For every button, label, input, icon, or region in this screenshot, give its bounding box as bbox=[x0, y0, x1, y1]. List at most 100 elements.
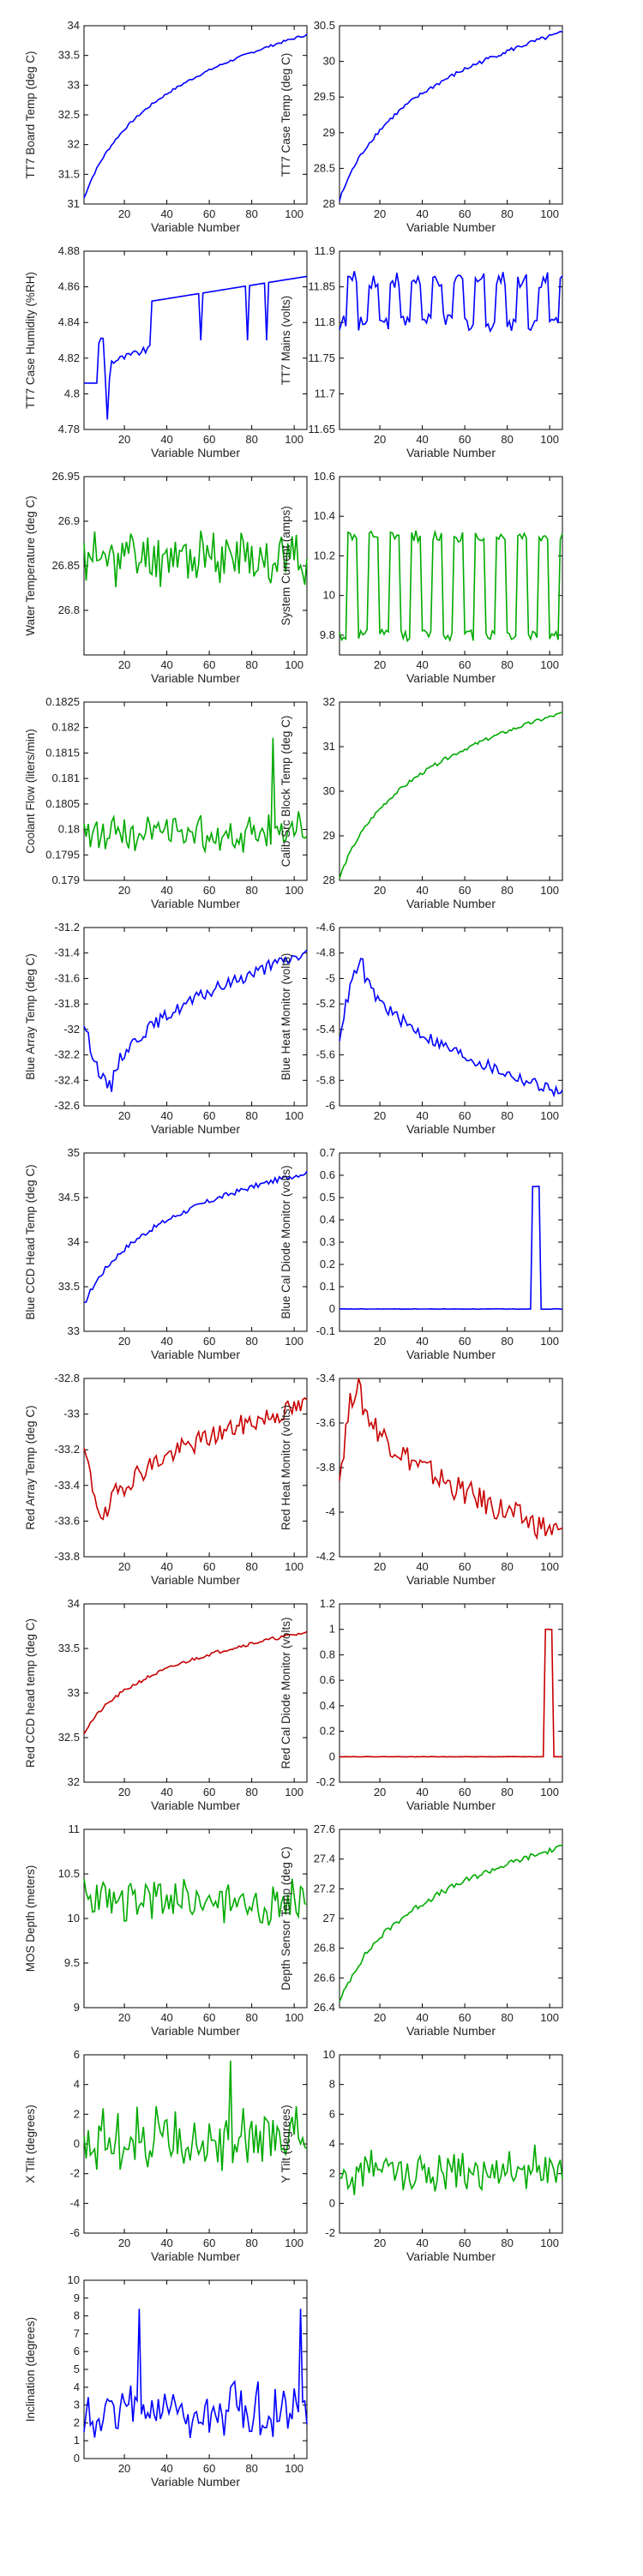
x-tick-label: 60 bbox=[459, 2237, 471, 2249]
series-line bbox=[339, 529, 563, 643]
y-tick-label: 2 bbox=[74, 2107, 80, 2120]
y-tick-label: 33 bbox=[68, 1686, 80, 1699]
x-tick-label: 20 bbox=[118, 2011, 130, 2024]
y-tick-label: 26.8 bbox=[314, 1942, 335, 1955]
y-axis-label: TT7 Case Temp (deg C) bbox=[279, 53, 292, 177]
chart-panel: -2 0 2 4 6 8 10 20 40 60 80 100 Variable Number Y Til… bbox=[279, 2048, 563, 2263]
x-axis-label: Variable Number bbox=[151, 220, 240, 234]
y-axis-label: TT7 Board Temp (deg C) bbox=[24, 51, 37, 178]
y-tick-label: 0 bbox=[74, 2137, 80, 2150]
x-tick-label: 60 bbox=[459, 1560, 471, 1573]
y-tick-label: 33.5 bbox=[58, 49, 80, 62]
x-tick-label: 100 bbox=[540, 207, 559, 220]
chart-panel: 26.4 26.6 26.8 27 27.2 27.4 27.6 20 40 60 80 100 Var… bbox=[279, 1822, 563, 2038]
x-tick-label: 60 bbox=[459, 884, 471, 897]
y-tick-label: 0.179 bbox=[51, 874, 80, 886]
x-tick-label: 80 bbox=[501, 1335, 513, 1348]
y-tick-label: 32 bbox=[323, 695, 335, 708]
y-tick-label: 11.75 bbox=[308, 351, 335, 364]
x-tick-label: 80 bbox=[245, 1786, 257, 1798]
y-tick-label: 33.5 bbox=[58, 1642, 80, 1654]
y-axis-label: Coolant Flow (liters/min) bbox=[24, 729, 37, 854]
series-line bbox=[83, 1396, 308, 1521]
y-tick-label: 27.6 bbox=[314, 1822, 335, 1835]
y-tick-label: 9 bbox=[74, 2291, 80, 2304]
chart-panel: -0.2 0 0.2 0.4 0.6 0.8 1 1.2 20 40 60 80 100 Variable… bbox=[279, 1597, 563, 1812]
x-tick-label: 100 bbox=[285, 1335, 303, 1348]
y-tick-label: -33.2 bbox=[54, 1443, 80, 1456]
x-tick-label: 60 bbox=[459, 658, 471, 671]
x-tick-label: 60 bbox=[203, 2237, 215, 2249]
x-tick-label: 100 bbox=[540, 1560, 559, 1573]
y-tick-label: 29 bbox=[323, 829, 335, 842]
x-axis-label: Variable Number bbox=[151, 2024, 240, 2038]
y-tick-label: -32.8 bbox=[54, 1372, 80, 1384]
x-tick-label: 80 bbox=[501, 207, 513, 220]
y-tick-label: 0 bbox=[329, 2196, 335, 2209]
x-tick-label: 60 bbox=[203, 1786, 215, 1798]
x-tick-label: 40 bbox=[416, 1560, 428, 1573]
plot-frame bbox=[339, 1828, 563, 2009]
x-tick-label: 60 bbox=[459, 1109, 471, 1122]
chart-panel: 28 28.5 29 29.5 30 30.5 20 40 60 80 100 Variable Nu… bbox=[279, 19, 563, 234]
y-tick-label: -4 bbox=[325, 1505, 335, 1518]
chart-panel: -4.2 -4 -3.8 -3.6 -3.4 20 40 60 80 100 Variable Nu… bbox=[279, 1372, 563, 1587]
x-axis-label: Variable Number bbox=[151, 1348, 240, 1361]
y-tick-label: 2 bbox=[74, 2416, 80, 2429]
y-tick-label: 28 bbox=[323, 874, 335, 886]
y-axis-label: Red Cal Diode Monitor (volts) bbox=[279, 1617, 292, 1768]
x-tick-label: 40 bbox=[416, 1786, 428, 1798]
x-axis-label: Variable Number bbox=[151, 446, 240, 459]
y-tick-label: 31.5 bbox=[58, 167, 80, 180]
x-tick-label: 60 bbox=[203, 433, 215, 446]
y-tick-label: 0.182 bbox=[51, 721, 80, 734]
x-tick-label: 20 bbox=[374, 658, 386, 671]
x-tick-label: 100 bbox=[285, 2462, 303, 2475]
y-tick-label: -4.6 bbox=[316, 921, 335, 934]
x-tick-label: 60 bbox=[459, 207, 471, 220]
x-tick-label: 60 bbox=[203, 1560, 215, 1573]
plot-frame bbox=[339, 1603, 563, 1783]
x-tick-label: 40 bbox=[416, 2237, 428, 2249]
y-tick-label: 0.18 bbox=[58, 823, 80, 836]
y-tick-label: 6 bbox=[329, 2107, 335, 2120]
y-tick-label: 10.6 bbox=[314, 470, 335, 483]
y-tick-label: 11.65 bbox=[308, 423, 335, 435]
y-tick-label: 0.5 bbox=[320, 1191, 335, 1204]
y-tick-label: 11 bbox=[69, 1822, 81, 1835]
x-tick-label: 20 bbox=[374, 1786, 386, 1798]
y-tick-label: 28.5 bbox=[314, 161, 335, 174]
y-tick-label: -3.6 bbox=[316, 1416, 335, 1429]
x-tick-label: 80 bbox=[501, 1560, 513, 1573]
x-tick-label: 40 bbox=[416, 2011, 428, 2024]
x-tick-label: 80 bbox=[245, 658, 257, 671]
x-tick-label: 20 bbox=[374, 1109, 386, 1122]
x-tick-label: 20 bbox=[374, 433, 386, 446]
x-axis-label: Variable Number bbox=[406, 1348, 496, 1361]
y-tick-label: 8 bbox=[74, 2309, 80, 2322]
x-tick-label: 40 bbox=[160, 1786, 172, 1798]
x-axis-label: Variable Number bbox=[151, 897, 240, 910]
y-tick-label: 0.1815 bbox=[45, 746, 80, 759]
x-tick-label: 100 bbox=[540, 433, 559, 446]
y-tick-label: 0.4 bbox=[320, 1213, 335, 1226]
plot-frame bbox=[83, 1828, 308, 2009]
y-tick-label: 5 bbox=[74, 2363, 80, 2375]
x-tick-label: 60 bbox=[459, 1335, 471, 1348]
chart-panel: -32.6 -32.4 -32.2 -32 -31.8 -31.6 -31.4 -31.2 20… bbox=[24, 921, 308, 1136]
y-tick-label: 4 bbox=[329, 2137, 335, 2150]
x-tick-label: 40 bbox=[160, 433, 172, 446]
x-axis-label: Variable Number bbox=[151, 671, 240, 685]
y-tick-label: 2 bbox=[329, 2167, 335, 2180]
series-line bbox=[84, 275, 308, 420]
x-tick-label: 80 bbox=[245, 884, 257, 897]
plot-frame bbox=[339, 250, 563, 430]
series-line bbox=[339, 1186, 563, 1311]
series-line bbox=[339, 712, 563, 880]
chart-panel: 0 1 2 3 4 5 6 7 8 9 10 20 40 60 80 100 Variable Number In… bbox=[24, 2273, 308, 2489]
y-tick-label: 9.5 bbox=[64, 1956, 80, 1969]
x-tick-label: 80 bbox=[245, 1109, 257, 1122]
chart-panel: 31 31.5 32 32.5 33 33.5 34 20 40 60 80 100 Variable … bbox=[24, 19, 308, 234]
x-axis-label: Variable Number bbox=[151, 2475, 240, 2489]
y-axis-label: TT7 Mains (volts) bbox=[279, 296, 292, 385]
